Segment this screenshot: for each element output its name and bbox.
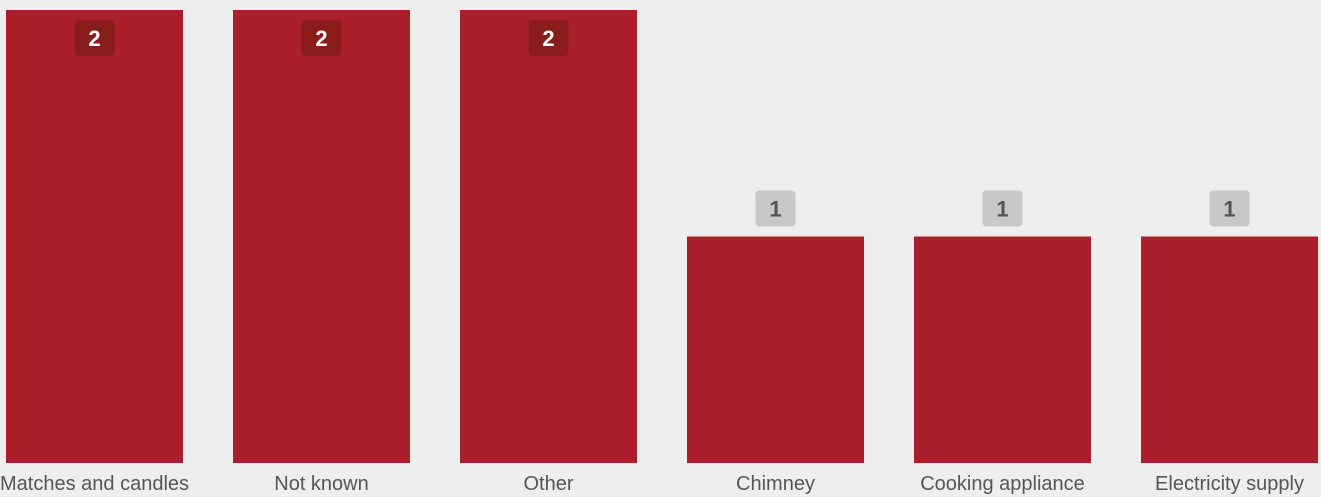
value-label-4: 1 xyxy=(982,190,1023,227)
value-label-bg xyxy=(528,20,569,56)
value-label-text: 2 xyxy=(88,26,100,51)
value-label-text: 1 xyxy=(996,197,1008,222)
category-label-0: Matches and candles xyxy=(0,473,189,495)
category-label-4: Cooking appliance xyxy=(920,473,1085,495)
category-label-3: Chimney xyxy=(736,473,815,495)
value-label-text: 2 xyxy=(542,26,554,51)
category-label-5: Electricity supply xyxy=(1155,473,1304,495)
bars-layer xyxy=(6,10,1318,463)
value-label-2: 2 xyxy=(528,20,569,56)
bar-1 xyxy=(233,10,410,463)
bar-2 xyxy=(460,10,637,463)
value-label-text: 1 xyxy=(1223,197,1235,222)
value-label-bg xyxy=(301,20,342,56)
value-label-bg xyxy=(74,20,115,56)
value-labels-layer: 2 2 2 1 1 1 xyxy=(74,20,1250,227)
bar-3 xyxy=(687,236,864,463)
category-label-2: Other xyxy=(523,473,573,495)
bar-5 xyxy=(1141,236,1318,463)
category-label-1: Not known xyxy=(274,473,369,495)
bar-4 xyxy=(914,236,1091,463)
value-label-5: 1 xyxy=(1209,190,1250,227)
value-label-0: 2 xyxy=(74,20,115,56)
value-label-bg xyxy=(755,190,796,227)
value-label-bg xyxy=(982,190,1023,227)
value-label-text: 2 xyxy=(315,26,327,51)
value-label-bg xyxy=(1209,190,1250,227)
value-label-3: 1 xyxy=(755,190,796,227)
value-label-text: 1 xyxy=(769,197,781,222)
bar-0 xyxy=(6,10,183,463)
category-labels-layer: Matches and candles Not known Other Chimney… xyxy=(0,473,1304,495)
value-label-1: 2 xyxy=(301,20,342,56)
